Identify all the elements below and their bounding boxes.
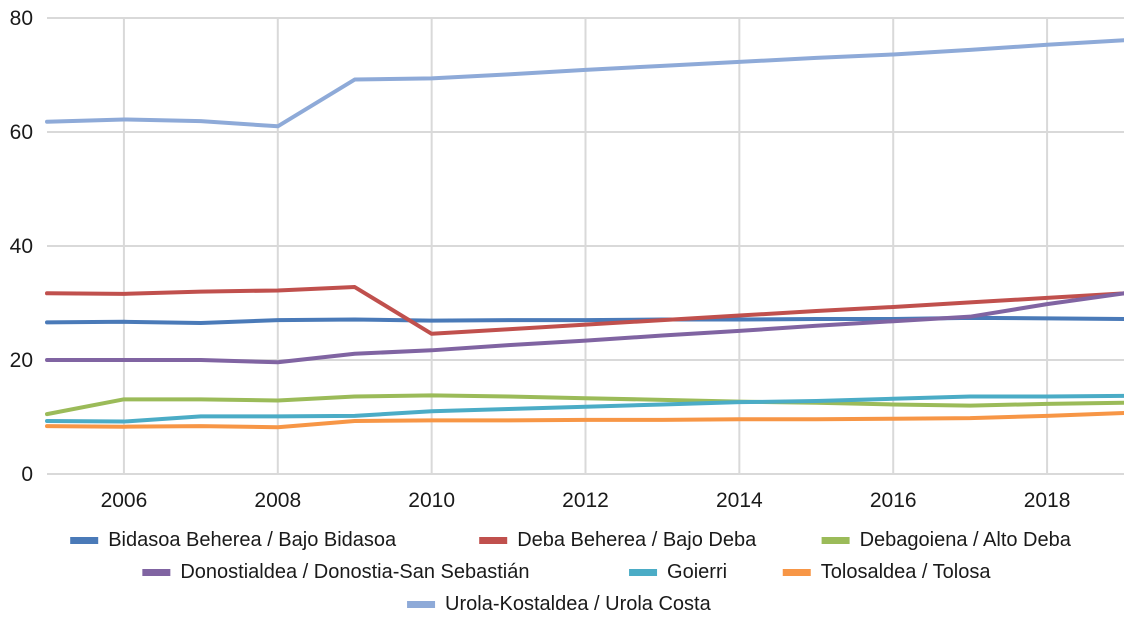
legend-swatch bbox=[782, 569, 811, 576]
series-line-4 bbox=[45, 291, 1124, 365]
legend-item: Deba Beherea / Bajo Deba bbox=[479, 529, 757, 551]
x-tick-label: 2010 bbox=[408, 489, 455, 512]
series-lines bbox=[45, 38, 1124, 430]
legend-swatch bbox=[821, 537, 850, 544]
y-tick-label: 60 bbox=[10, 121, 33, 144]
legend-swatch bbox=[479, 537, 508, 544]
legend-label: Deba Beherea / Bajo Deba bbox=[517, 529, 757, 551]
legend-item: Goierri bbox=[629, 561, 727, 583]
legend-swatch bbox=[142, 569, 171, 576]
x-tick-label: 2018 bbox=[1024, 489, 1071, 512]
legend: Bidasoa Beherea / Bajo Bidasoa Deba Beher… bbox=[70, 529, 1072, 615]
series-line-6 bbox=[45, 411, 1124, 430]
series-line-5 bbox=[45, 393, 1124, 424]
legend-item: Tolosaldea / Tolosa bbox=[782, 561, 992, 583]
legend-item: Bidasoa Beherea / Bajo Bidasoa bbox=[70, 529, 397, 551]
y-tick-label: 0 bbox=[21, 463, 33, 486]
y-tick-label: 80 bbox=[10, 7, 33, 30]
x-tick-label: 2012 bbox=[562, 489, 609, 512]
series-line-2 bbox=[45, 285, 1124, 336]
legend-label: Goierri bbox=[667, 561, 727, 583]
legend-label: Debagoiena / Alto Deba bbox=[860, 529, 1072, 551]
series-line-7 bbox=[45, 38, 1124, 129]
legend-label: Bidasoa Beherea / Bajo Bidasoa bbox=[108, 529, 397, 551]
y-tick-label: 20 bbox=[10, 349, 33, 372]
legend-label: Donostialdea / Donostia-San Sebastián bbox=[180, 561, 529, 583]
axes: 0 20 40 60 80 2006 2008 2010 2012 2014 2016 2018 bbox=[10, 7, 1124, 512]
x-tick-label: 2006 bbox=[101, 489, 148, 512]
legend-label: Urola-Kostaldea / Urola Costa bbox=[445, 593, 712, 615]
legend-label: Tolosaldea / Tolosa bbox=[821, 561, 992, 583]
y-tick-label: 40 bbox=[10, 235, 33, 258]
legend-item: Donostialdea / Donostia-San Sebastián bbox=[142, 561, 529, 583]
legend-item: Debagoiena / Alto Deba bbox=[821, 529, 1072, 551]
legend-swatch bbox=[70, 537, 99, 544]
x-tick-label: 2016 bbox=[870, 489, 917, 512]
series-line-3 bbox=[45, 393, 1124, 417]
x-tick-label: 2014 bbox=[716, 489, 763, 512]
legend-swatch bbox=[407, 601, 436, 608]
legend-swatch bbox=[629, 569, 658, 576]
x-tick-label: 2008 bbox=[254, 489, 301, 512]
legend-item: Urola-Kostaldea / Urola Costa bbox=[407, 593, 712, 615]
